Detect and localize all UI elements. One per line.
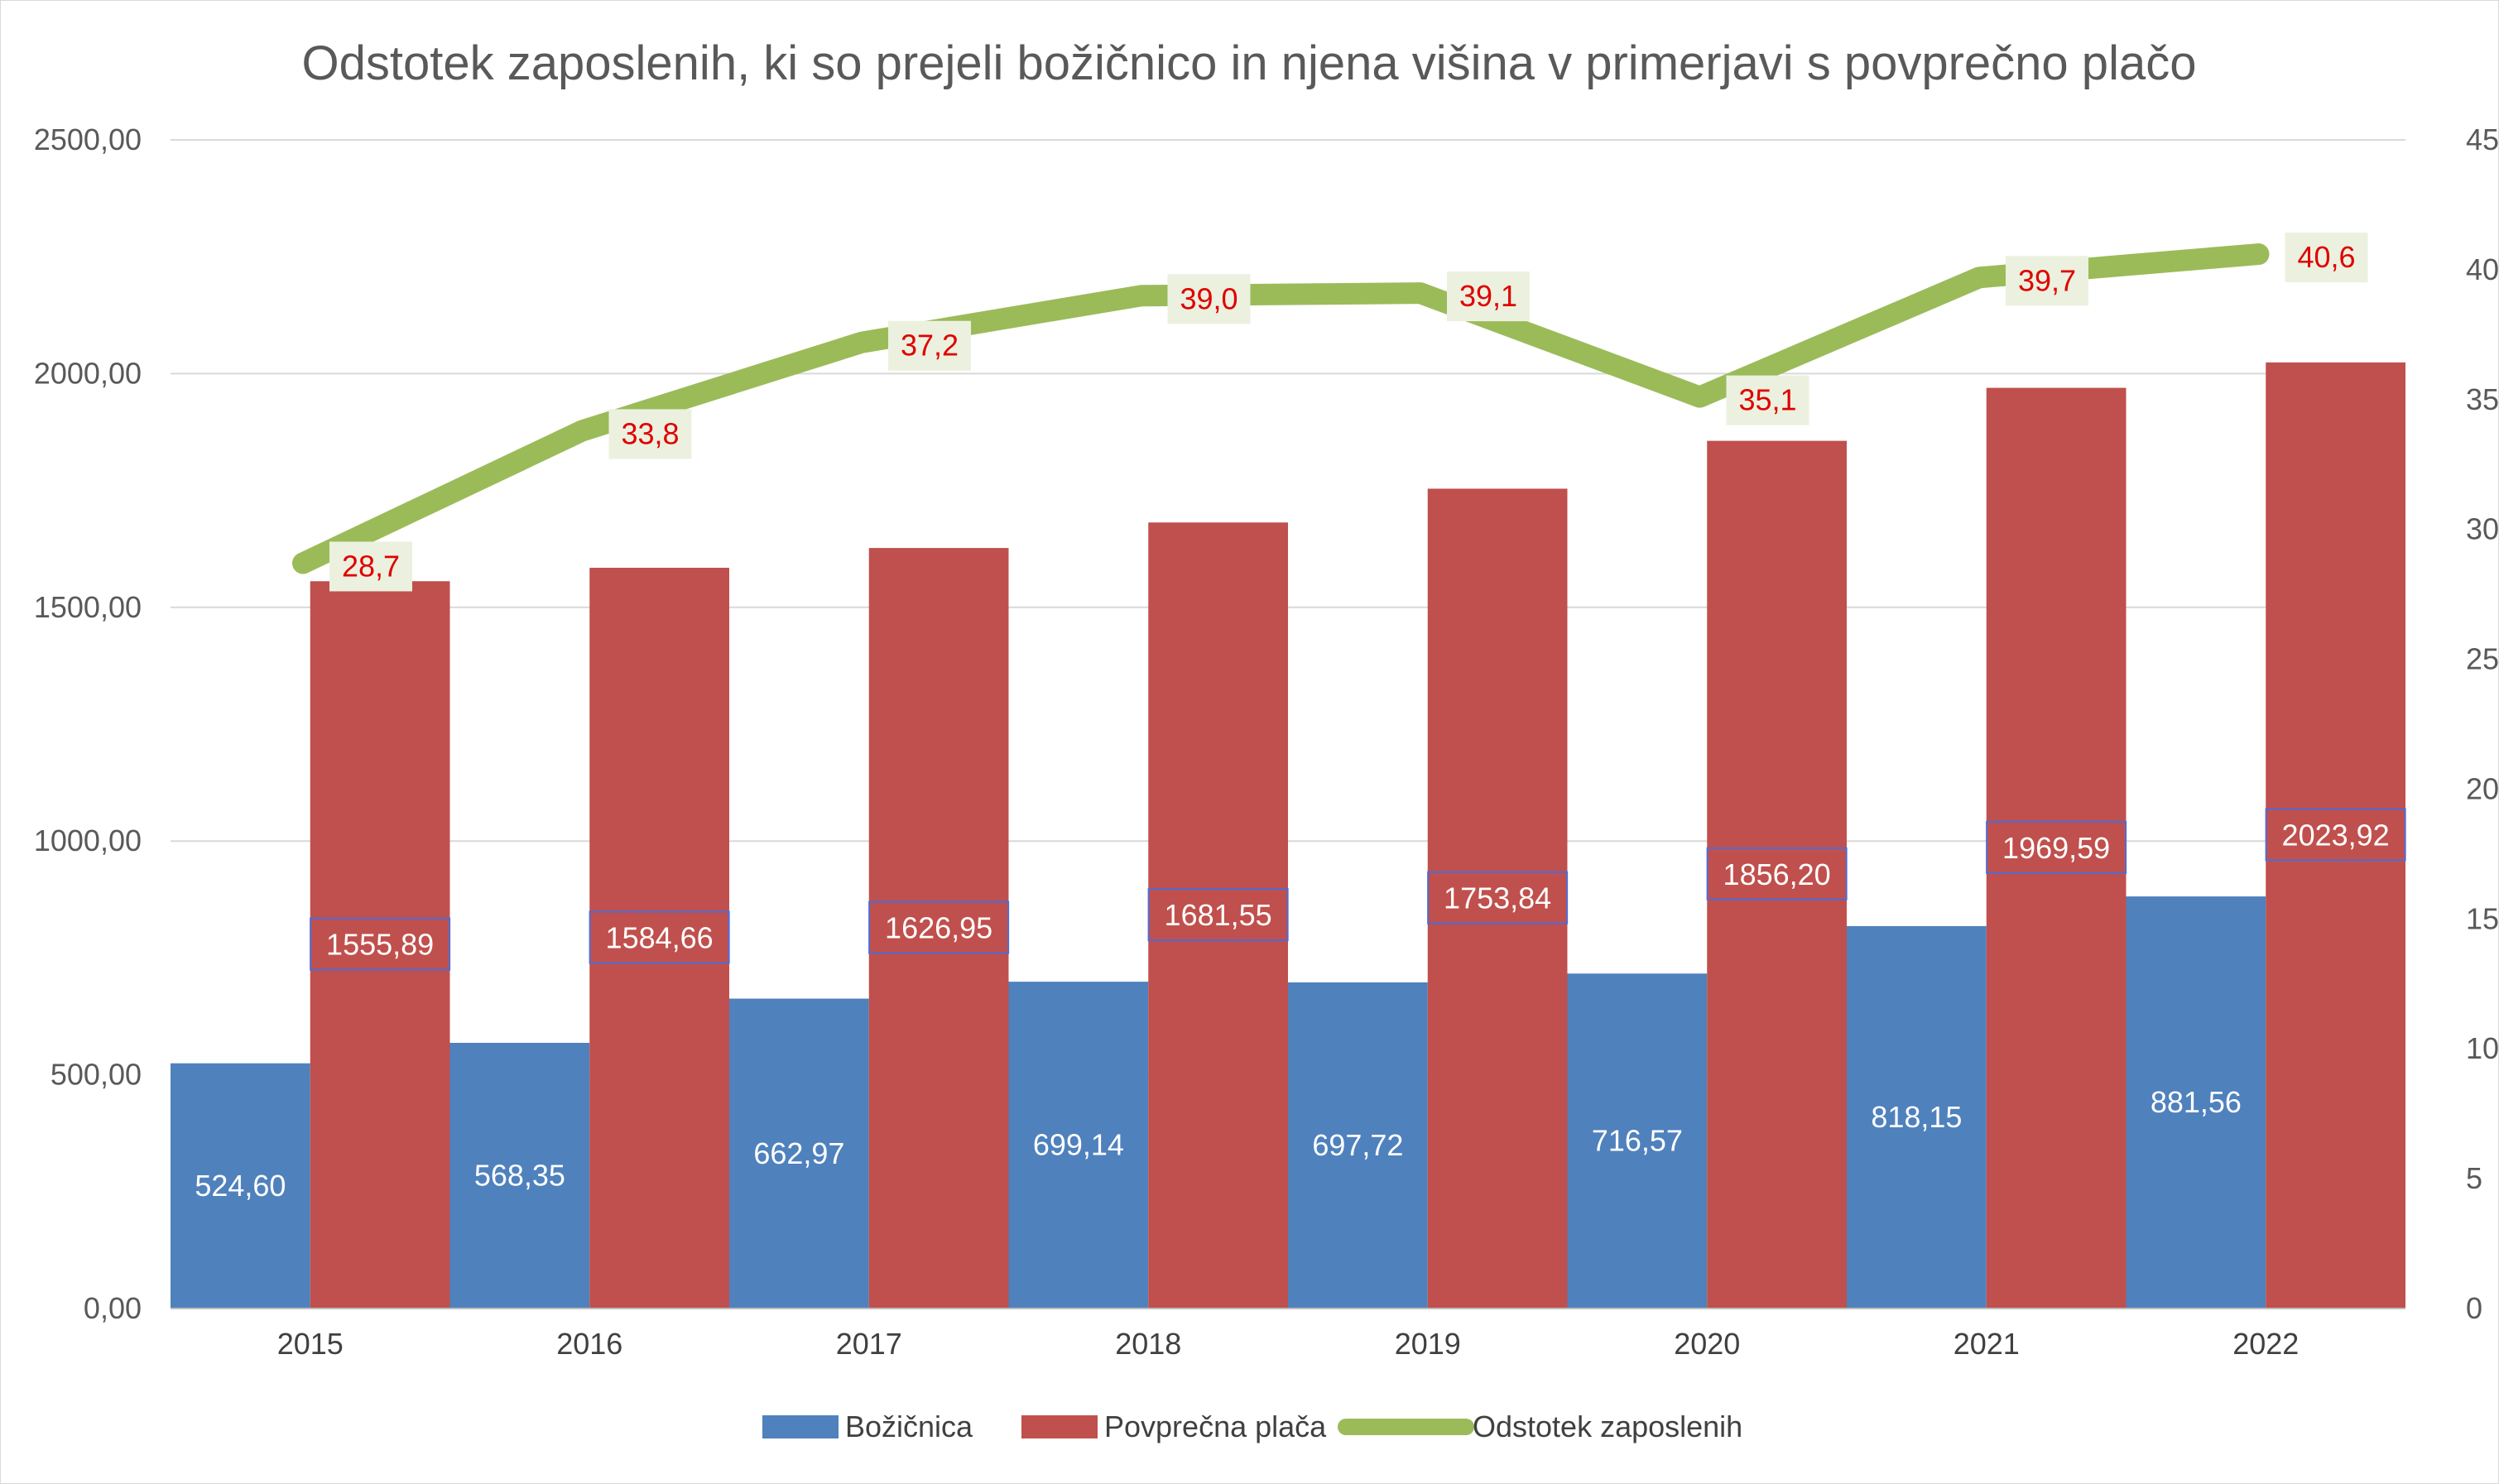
data-label-box: [1427, 871, 1569, 924]
y-left-tick-label: 2000,00: [34, 356, 142, 390]
data-label-bozicnica: 524,60: [195, 1169, 286, 1203]
legend-label: Odstotek zaposlenih: [1473, 1410, 1742, 1443]
data-label-odstotek: 39,1: [1459, 279, 1517, 313]
data-label-povprecna-placa: 1681,55: [1165, 898, 1272, 932]
data-labels: 524,60 1555,89 568,35 1584,66 662,97 1626,95 6…: [195, 233, 2406, 1203]
y-right-tick-label: 35: [2466, 382, 2498, 416]
bar-bozicnica: [1008, 982, 1149, 1309]
data-label-bozicnica: 881,56: [2151, 1085, 2242, 1119]
x-tick-label: 2016: [556, 1327, 622, 1361]
x-tick-label: 2021: [1954, 1327, 2020, 1361]
data-label-bozicnica: 699,14: [1033, 1128, 1124, 1162]
bar-povprecna-placa: [1148, 522, 1288, 1309]
y-left-tick-label: 500,00: [50, 1058, 142, 1092]
line-odstotek-zaposlenih: [292, 243, 2270, 574]
data-label-odstotek: 28,7: [342, 549, 400, 583]
data-label-povprecna-placa: 1969,59: [2002, 831, 2110, 865]
x-tick-label: 2019: [1395, 1327, 1461, 1361]
data-label-odstotek: 39,7: [2018, 263, 2076, 297]
data-label-bozicnica: 818,15: [1871, 1100, 1962, 1134]
y-right-tick-label: 25: [2466, 642, 2498, 676]
x-tick-label: 2015: [277, 1327, 344, 1361]
bar-povprecna-placa: [310, 581, 450, 1309]
line-label-box: [608, 409, 692, 459]
data-label-povprecna-placa: 1584,66: [606, 920, 714, 954]
data-label-povprecna-placa: 2023,92: [2282, 818, 2390, 852]
line-series: [292, 243, 2270, 574]
data-label-box: [1706, 847, 1848, 900]
bar-povprecna-placa: [868, 548, 1009, 1309]
line-label-box: [329, 541, 412, 592]
data-label-odstotek: 39,0: [1180, 281, 1237, 315]
y-left-tick-label: 2500,00: [34, 122, 142, 156]
data-label-povprecna-placa: 1555,89: [326, 928, 434, 962]
x-tick-label: 2017: [836, 1327, 902, 1361]
line-label-box: [2285, 233, 2368, 283]
x-tick-label: 2020: [1674, 1327, 1740, 1361]
data-label-odstotek: 37,2: [901, 329, 959, 363]
y-right-tick-label: 5: [2466, 1161, 2482, 1195]
legend-swatch: [1021, 1415, 1098, 1438]
data-label-box: [589, 910, 730, 964]
y-right-tick-label: 45: [2466, 122, 2498, 156]
y-left-tick-label: 1000,00: [34, 824, 142, 857]
y-right-tick-label: 40: [2466, 252, 2498, 286]
legend-item-odstotek-zaposlenih: Odstotek zaposlenih: [1338, 1410, 1742, 1443]
bar-bozicnica: [729, 998, 869, 1309]
data-label-povprecna-placa: 1626,95: [885, 911, 992, 945]
data-label-box: [2265, 808, 2406, 862]
bar-bozicnica: [1847, 925, 1987, 1309]
data-label-bozicnica: 697,72: [1312, 1128, 1403, 1162]
legend-label: Povprečna plača: [1104, 1410, 1327, 1443]
legend-swatch: [762, 1415, 839, 1438]
line-label-box: [1167, 274, 1251, 324]
y-left-tick-label: 0,00: [84, 1291, 142, 1325]
data-label-odstotek: 33,8: [621, 416, 679, 450]
line-label-box: [1447, 271, 1530, 322]
bar-bozicnica: [449, 1042, 590, 1309]
data-label-box: [310, 917, 451, 971]
bars: [171, 362, 2405, 1309]
legend: Božičnica Povprečna plača Odstotek zaposle…: [762, 1410, 1742, 1443]
data-label-povprecna-placa: 1856,20: [1723, 857, 1831, 891]
data-label-bozicnica: 716,57: [1592, 1124, 1683, 1158]
y-left-tick-label: 1500,00: [34, 590, 142, 624]
axes: 0,00 500,00 1000,00 1500,00 2000,00 2500,00 0 5…: [34, 122, 2498, 1361]
line-label-box: [1726, 375, 1809, 425]
data-label-povprecna-placa: 1753,84: [1444, 881, 1551, 915]
data-label-odstotek: 35,1: [1738, 383, 1796, 417]
data-label-odstotek: 40,6: [2297, 240, 2355, 274]
data-label-box: [1986, 820, 2127, 874]
bar-povprecna-placa: [1986, 387, 2127, 1309]
legend-item-bozicnica: Božičnica: [762, 1410, 973, 1443]
x-tick-label: 2022: [2232, 1327, 2299, 1361]
bar-bozicnica: [2126, 896, 2266, 1309]
legend-item-povprecna-placa: Povprečna plača: [1021, 1410, 1327, 1443]
bar-povprecna-placa: [1427, 488, 1568, 1309]
bar-bozicnica: [1288, 982, 1428, 1309]
y-right-tick-label: 10: [2466, 1031, 2498, 1065]
data-label-box: [1147, 888, 1289, 942]
y-right-tick-label: 30: [2466, 512, 2498, 546]
x-tick-label: 2018: [1115, 1327, 1181, 1361]
legend-label: Božičnica: [845, 1410, 973, 1443]
bar-povprecna-placa: [589, 567, 729, 1309]
bar-bozicnica: [171, 1063, 310, 1309]
data-label-box: [868, 900, 1010, 954]
data-label-bozicnica: 662,97: [753, 1136, 844, 1170]
line-label-box: [2006, 256, 2088, 306]
line-label-box: [888, 320, 971, 371]
y-right-tick-label: 15: [2466, 901, 2498, 935]
bar-povprecna-placa: [1707, 440, 1847, 1309]
bar-bozicnica: [1567, 973, 1708, 1309]
y-right-tick-label: 20: [2466, 771, 2498, 805]
data-label-bozicnica: 568,35: [474, 1158, 565, 1192]
chart-title: Odstotek zaposlenih, ki so prejeli božič…: [302, 36, 2197, 90]
bar-povprecna-placa: [2266, 362, 2405, 1309]
y-right-tick-label: 0: [2466, 1291, 2482, 1325]
